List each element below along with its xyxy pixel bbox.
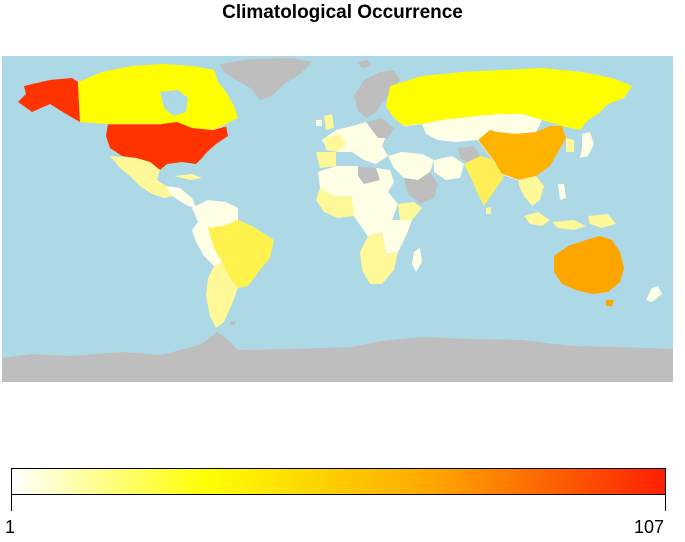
country-antarctica bbox=[2, 332, 673, 382]
country-uk bbox=[324, 114, 334, 130]
country-tasmania bbox=[606, 300, 614, 306]
legend-max-tick bbox=[665, 495, 666, 511]
country-east-africa bbox=[382, 220, 412, 254]
hudson-bay bbox=[160, 90, 188, 116]
country-afghanistan bbox=[458, 146, 480, 162]
country-west-africa bbox=[316, 188, 360, 218]
country-mexico bbox=[110, 156, 174, 198]
country-korea bbox=[566, 138, 574, 152]
country-italy-balkans bbox=[352, 146, 388, 164]
country-china bbox=[478, 126, 566, 180]
country-eastern-europe bbox=[366, 118, 394, 138]
country-philippines bbox=[558, 184, 566, 200]
country-madagascar bbox=[412, 248, 422, 272]
country-alaska bbox=[18, 78, 80, 122]
country-middle-east bbox=[388, 152, 434, 180]
country-southeast-asia bbox=[518, 176, 544, 206]
country-australia bbox=[554, 236, 624, 294]
country-scandinavia bbox=[354, 70, 400, 118]
legend-max-label: 107 bbox=[634, 517, 665, 537]
country-peru bbox=[192, 222, 222, 266]
country-sri-lanka bbox=[486, 207, 491, 214]
country-brazil bbox=[208, 220, 274, 288]
country-libya bbox=[358, 166, 380, 184]
country-greenland bbox=[220, 58, 312, 100]
country-svalbard bbox=[357, 60, 372, 68]
country-northern-south-america bbox=[192, 200, 238, 228]
country-central-america bbox=[166, 186, 196, 208]
country-papua bbox=[588, 214, 616, 228]
country-cuba bbox=[174, 174, 202, 180]
country-horn-of-africa bbox=[398, 202, 422, 220]
country-iran bbox=[434, 156, 464, 180]
map-title: Climatological Occurrence bbox=[222, 2, 463, 23]
country-mongolia bbox=[478, 114, 542, 134]
country-new-zealand bbox=[646, 286, 662, 302]
country-arabia bbox=[404, 172, 438, 204]
country-kazakhstan bbox=[422, 116, 490, 142]
country-japan bbox=[580, 132, 594, 158]
country-iberia bbox=[316, 152, 336, 168]
country-borders bbox=[108, 123, 519, 237]
color-scale-bar bbox=[11, 468, 666, 495]
country-falklands bbox=[230, 321, 236, 325]
country-france bbox=[324, 134, 346, 152]
country-indonesia bbox=[524, 212, 586, 230]
country-north-africa bbox=[318, 166, 394, 196]
country-ireland bbox=[316, 120, 322, 126]
country-canada bbox=[78, 64, 238, 130]
country-russia bbox=[386, 68, 632, 130]
country-central-africa bbox=[352, 192, 398, 236]
country-usa bbox=[106, 122, 228, 170]
color-scale-gradient bbox=[12, 469, 665, 494]
country-india bbox=[464, 156, 506, 206]
legend-min-tick bbox=[11, 495, 12, 511]
legend-min-label: 1 bbox=[5, 517, 16, 537]
country-southern-africa bbox=[360, 232, 398, 284]
world-map bbox=[2, 56, 673, 382]
country-argentina bbox=[206, 262, 238, 328]
